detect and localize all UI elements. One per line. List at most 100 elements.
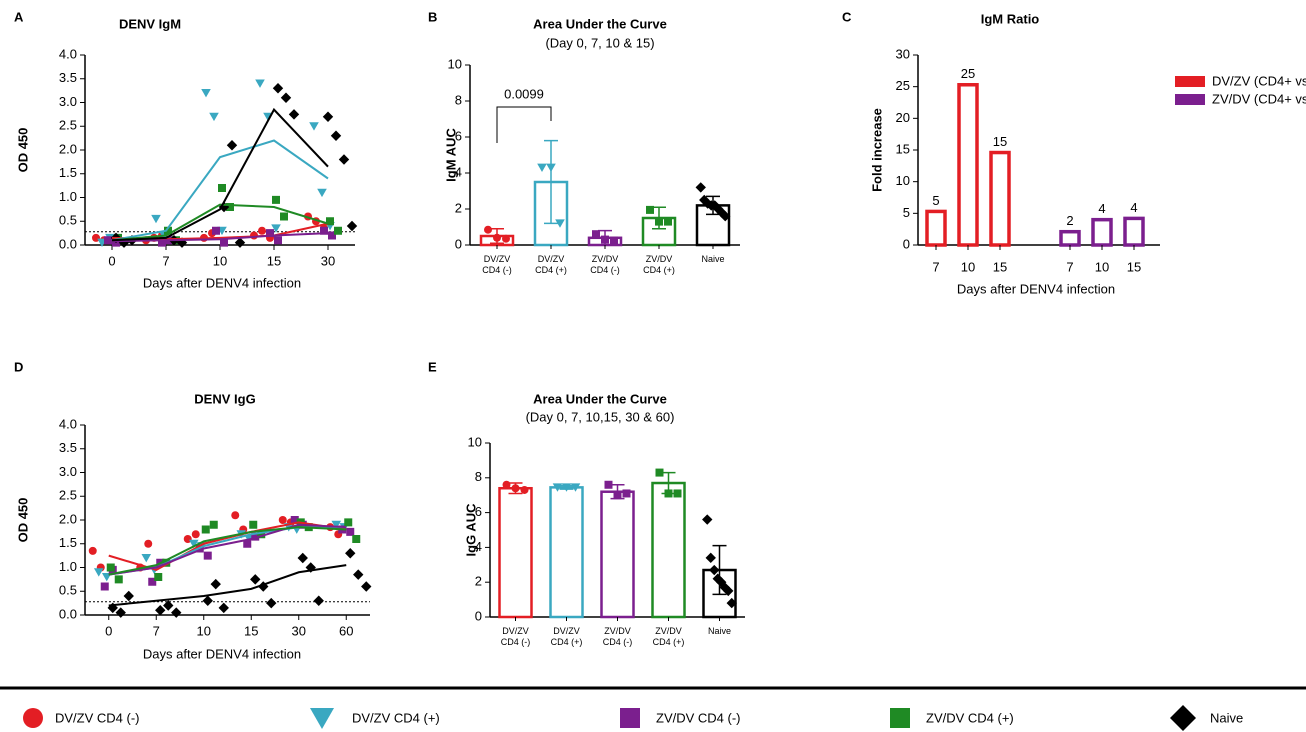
value-label: 2 xyxy=(1066,213,1073,228)
point xyxy=(313,595,324,606)
y-tick-label: 6 xyxy=(455,128,462,143)
x-tick-label: Naive xyxy=(707,626,732,636)
point xyxy=(352,535,361,543)
x-tick-label: 7 xyxy=(1066,259,1073,274)
point xyxy=(502,480,511,489)
point xyxy=(201,525,210,534)
y-tick-label: 8 xyxy=(455,92,462,107)
point xyxy=(610,236,618,245)
x-tick-label: DV/ZV CD4 (+) xyxy=(535,254,567,275)
series-line xyxy=(111,232,329,243)
panel-letter: D xyxy=(14,359,23,374)
legend-marker xyxy=(310,708,334,729)
point xyxy=(664,217,672,226)
point xyxy=(353,569,364,580)
point xyxy=(104,236,112,245)
y-axis-label: IgM AUC xyxy=(443,128,458,182)
point xyxy=(561,483,572,492)
y-axis-label: OD 450 xyxy=(15,128,30,173)
legend-label: Naive xyxy=(1210,710,1243,725)
y-axis-label: IgG AUC xyxy=(463,503,478,557)
y-tick-label: 3.0 xyxy=(59,464,77,479)
legend-marker xyxy=(620,708,640,728)
value-label: 15 xyxy=(993,134,1007,149)
point xyxy=(274,236,282,245)
bar xyxy=(1123,216,1145,247)
point xyxy=(288,109,300,120)
y-tick-label: 0 xyxy=(455,236,462,251)
y-tick-label: 10 xyxy=(468,434,482,449)
point xyxy=(344,518,353,527)
point xyxy=(148,577,157,586)
y-tick-label: 0.5 xyxy=(59,583,77,598)
point xyxy=(511,484,520,493)
point xyxy=(226,140,238,151)
chart-title: IgM Ratio xyxy=(981,11,1040,26)
y-tick-label: 5 xyxy=(903,205,910,220)
point xyxy=(100,582,109,591)
x-tick-label: 7 xyxy=(932,259,939,274)
point xyxy=(266,597,277,609)
point xyxy=(320,226,328,235)
point xyxy=(202,595,213,606)
x-tick-label: DV/ZV CD4 (-) xyxy=(482,254,512,275)
point xyxy=(272,83,284,94)
point xyxy=(115,607,126,618)
x-tick-label: ZV/DV CD4 (+) xyxy=(643,254,675,275)
x-tick-label: ZV/DV CD4 (-) xyxy=(602,626,633,647)
point xyxy=(297,552,308,564)
series-line xyxy=(108,526,347,576)
y-tick-label: 0.5 xyxy=(59,213,77,228)
y-tick-label: 1.0 xyxy=(59,189,77,204)
x-tick-label: 15 xyxy=(1127,259,1141,274)
point xyxy=(154,573,163,581)
y-tick-label: 8 xyxy=(475,469,482,484)
point xyxy=(155,605,166,616)
legend-marker xyxy=(890,708,910,728)
value-label: 25 xyxy=(961,66,975,81)
point xyxy=(243,539,252,548)
legend-swatch xyxy=(1175,94,1205,105)
point xyxy=(664,489,673,498)
y-tick-label: 1.0 xyxy=(59,559,77,574)
point xyxy=(326,217,334,226)
legend-label: DV/ZV CD4 (-) xyxy=(55,710,140,725)
value-label: 4 xyxy=(1098,201,1105,216)
point xyxy=(334,226,342,235)
point xyxy=(210,578,221,590)
point xyxy=(555,219,565,228)
point xyxy=(328,231,336,240)
point xyxy=(484,225,492,234)
point xyxy=(249,520,258,529)
series-line xyxy=(111,139,329,242)
x-axis-label: Days after DENV4 infection xyxy=(143,275,301,290)
series-line xyxy=(111,107,329,242)
chart-title: DENV IgG xyxy=(194,391,255,406)
y-tick-label: 20 xyxy=(896,110,910,125)
y-tick-label: 1.5 xyxy=(59,535,77,550)
x-tick-label: 10 xyxy=(961,259,975,274)
legend-label: ZV/DV CD4 (-) xyxy=(656,710,741,725)
point xyxy=(552,483,563,492)
point xyxy=(613,491,622,500)
y-tick-label: 10 xyxy=(448,56,462,71)
x-tick-label: 7 xyxy=(153,623,160,638)
y-tick-label: 1.5 xyxy=(59,165,77,180)
point xyxy=(338,154,350,165)
point xyxy=(502,234,510,243)
point xyxy=(257,530,266,539)
x-tick-label: 30 xyxy=(292,623,306,638)
point xyxy=(655,468,664,477)
point xyxy=(164,226,172,235)
point xyxy=(212,226,220,235)
point xyxy=(271,224,281,233)
chart-title: Area Under the Curve xyxy=(533,391,667,406)
x-tick-label: 30 xyxy=(321,253,335,268)
point xyxy=(151,214,161,224)
chart-subtitle: (Day 0, 7, 10 & 15) xyxy=(545,35,654,50)
y-tick-label: 3.5 xyxy=(59,440,77,455)
point xyxy=(158,238,166,247)
point xyxy=(726,597,737,609)
